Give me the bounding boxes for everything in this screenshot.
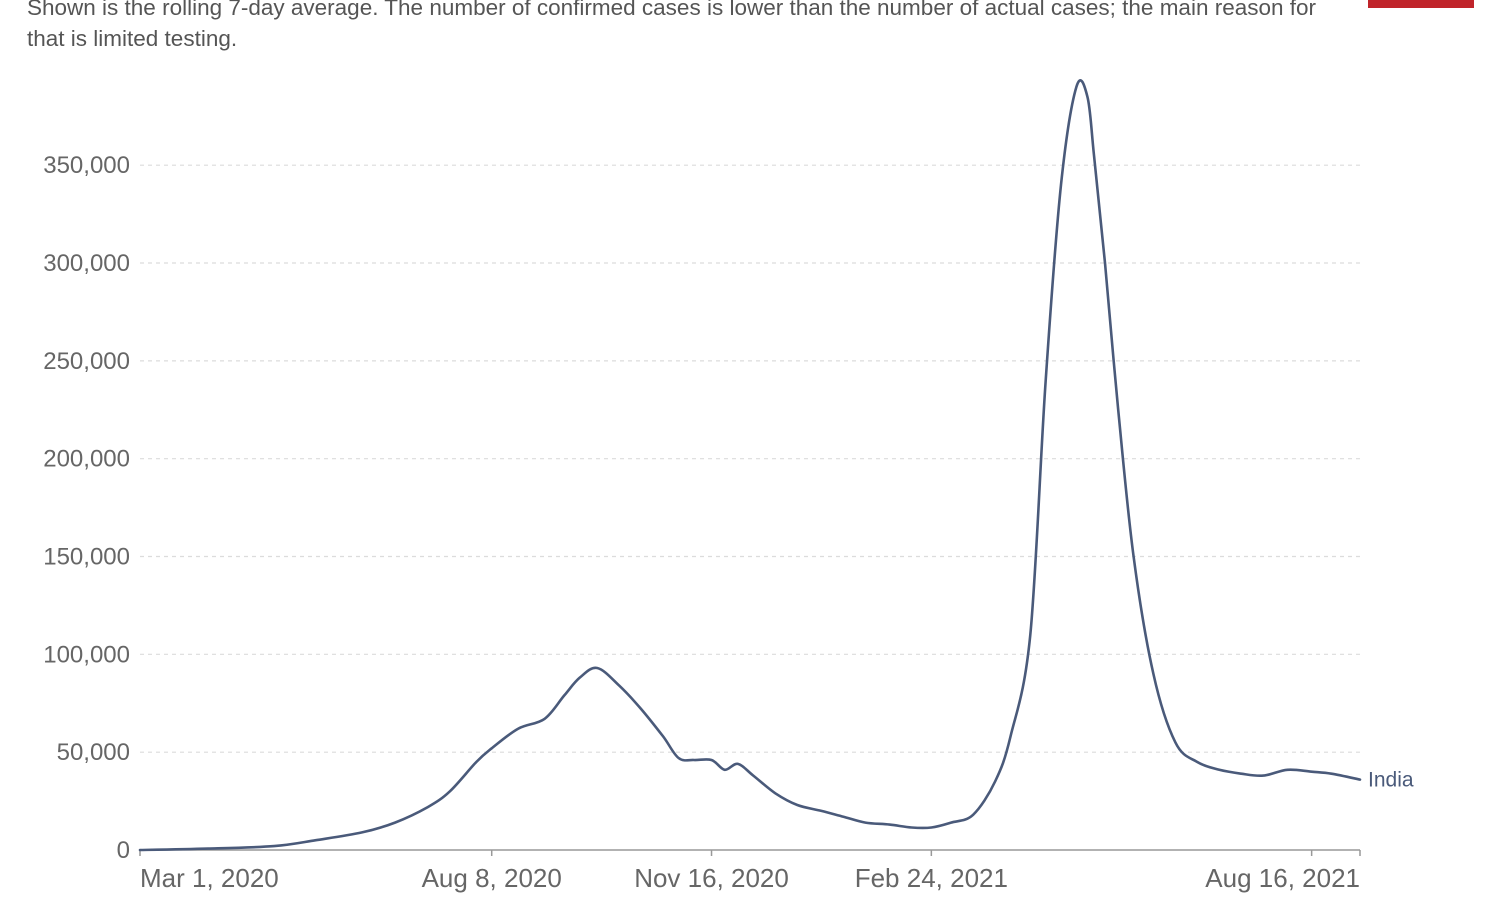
y-tick-label: 200,000: [43, 446, 130, 473]
grid-lines: [140, 164, 1360, 753]
y-tick-label: 100,000: [43, 641, 130, 668]
x-tick-label: Mar 1, 2020: [140, 863, 279, 893]
y-tick-label: 150,000: [43, 544, 130, 571]
x-tick-label: Aug 16, 2021: [1205, 863, 1360, 893]
x-tick-label: Aug 8, 2020: [422, 863, 562, 893]
y-axis-ticks: 0 50,000 100,000 150,000 200,000 250,000 300,0…: [43, 152, 130, 864]
series-layer: India: [138, 79, 1414, 852]
series-label-india: India: [1368, 769, 1414, 792]
chart-subtitle: Shown is the rolling 7-day average. The …: [27, 0, 1317, 51]
y-tick-label: 250,000: [43, 348, 130, 375]
series-line-india: [138, 79, 1362, 852]
y-tick-label: 50,000: [57, 739, 130, 766]
y-tick-label: 350,000: [43, 152, 130, 179]
x-tick-label: Feb 24, 2021: [855, 863, 1008, 893]
y-tick-label: 0: [117, 837, 130, 864]
y-tick-label: 300,000: [43, 250, 130, 277]
x-axis: Mar 1, 2020 Aug 8, 2020 Nov 16, 2020 Feb 24…: [139, 849, 1361, 893]
x-tick-label: Nov 16, 2020: [634, 863, 789, 893]
logo-corner: [1368, 0, 1474, 8]
